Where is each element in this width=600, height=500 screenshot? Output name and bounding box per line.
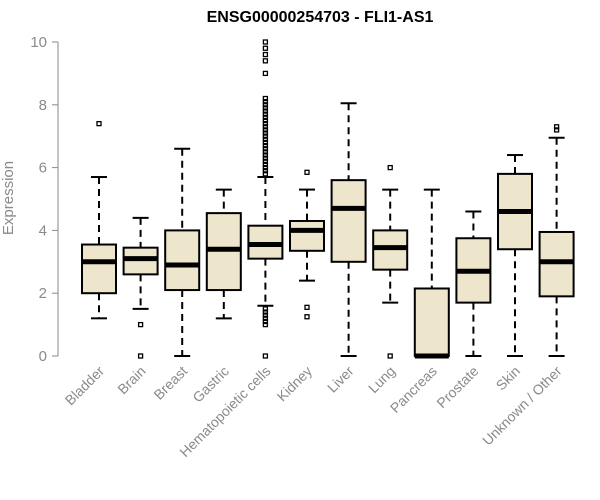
outlier-point (262, 58, 269, 64)
outlier-point (553, 127, 560, 133)
outlier-point (262, 108, 269, 114)
outlier-point (96, 120, 102, 127)
iqr-box (413, 287, 450, 357)
box-brain (122, 216, 159, 359)
box-bladder (81, 120, 117, 320)
outlier-point (262, 318, 269, 325)
box-pancreas (413, 188, 450, 359)
outlier-point (262, 164, 269, 171)
outlier-point (262, 152, 269, 158)
outlier-point (387, 164, 393, 171)
y-tick-label: 8 (39, 97, 47, 114)
y-axis: 0 2 4 6 8 10 (30, 34, 59, 365)
box-gastric (205, 188, 242, 320)
outlier-point (262, 105, 269, 111)
outlier-point (304, 169, 310, 175)
outlier-point (262, 120, 269, 127)
x-tick-label: Skin (493, 363, 524, 394)
outlier-point (262, 136, 269, 142)
y-axis-label: Expression (0, 161, 17, 235)
iqr-box (330, 179, 367, 263)
outlier-point (262, 309, 269, 315)
outlier-point (262, 168, 269, 174)
x-tick-label: Lung (365, 363, 398, 396)
box-prostate (455, 210, 492, 357)
outlier-point (262, 133, 269, 139)
outlier-point (262, 117, 269, 124)
x-tick-label: Brain (114, 363, 148, 397)
outlier-point (262, 45, 269, 51)
y-tick-label: 2 (39, 285, 47, 302)
outlier-point (262, 353, 269, 359)
outlier-point (262, 321, 269, 328)
outlier-point (262, 102, 269, 108)
y-tick-label: 6 (39, 160, 47, 177)
outlier-point (262, 51, 269, 58)
outlier-point (262, 95, 269, 102)
outlier-point (262, 312, 269, 318)
outlier-point (262, 146, 269, 152)
outlier-point (262, 161, 269, 168)
outlier-point (553, 124, 560, 130)
box-lung (372, 164, 409, 359)
box-liver (330, 102, 367, 357)
outlier-point (262, 39, 269, 45)
outlier-point (262, 315, 269, 321)
y-tick-label: 4 (39, 222, 47, 239)
box-kidney (289, 169, 325, 320)
outlier-point (262, 130, 269, 136)
y-tick-label: 0 (39, 348, 47, 365)
outlier-point (262, 149, 269, 155)
box-unknown-other (538, 124, 575, 357)
outlier-point (304, 304, 310, 310)
outlier-point (304, 314, 310, 320)
iqr-box (164, 229, 201, 292)
outlier-point (262, 114, 269, 121)
chart-title: ENSG00000254703 - FLI1-AS1 (207, 9, 434, 26)
outlier-point (262, 124, 269, 130)
outlier-point (262, 70, 269, 77)
y-tick-label: 10 (30, 34, 47, 51)
x-tick-label: Unknown / Other (479, 363, 565, 449)
x-tick-label: Kidney (274, 363, 316, 405)
outlier-point (262, 142, 269, 149)
outlier-point (262, 139, 269, 146)
outlier-point (262, 127, 269, 133)
x-tick-label: Liver (324, 363, 357, 396)
outlier-point (262, 171, 269, 177)
boxes-group (81, 39, 575, 359)
outlier-point (262, 306, 269, 312)
x-tick-label: Breast (150, 363, 190, 403)
outlier-point (262, 111, 269, 117)
x-tick-label: Prostate (433, 363, 481, 411)
outlier-point (262, 158, 269, 164)
outlier-point (387, 353, 393, 359)
iqr-box (81, 243, 117, 295)
outlier-point (137, 353, 144, 359)
x-tick-label: Bladder (62, 363, 108, 409)
box-hematopoietic-cells (247, 39, 284, 359)
outlier-point (137, 321, 144, 328)
outlier-point (262, 155, 269, 161)
box-skin (497, 154, 533, 357)
iqr-box (289, 219, 325, 252)
box-breast (164, 147, 201, 357)
outlier-point (262, 99, 269, 105)
